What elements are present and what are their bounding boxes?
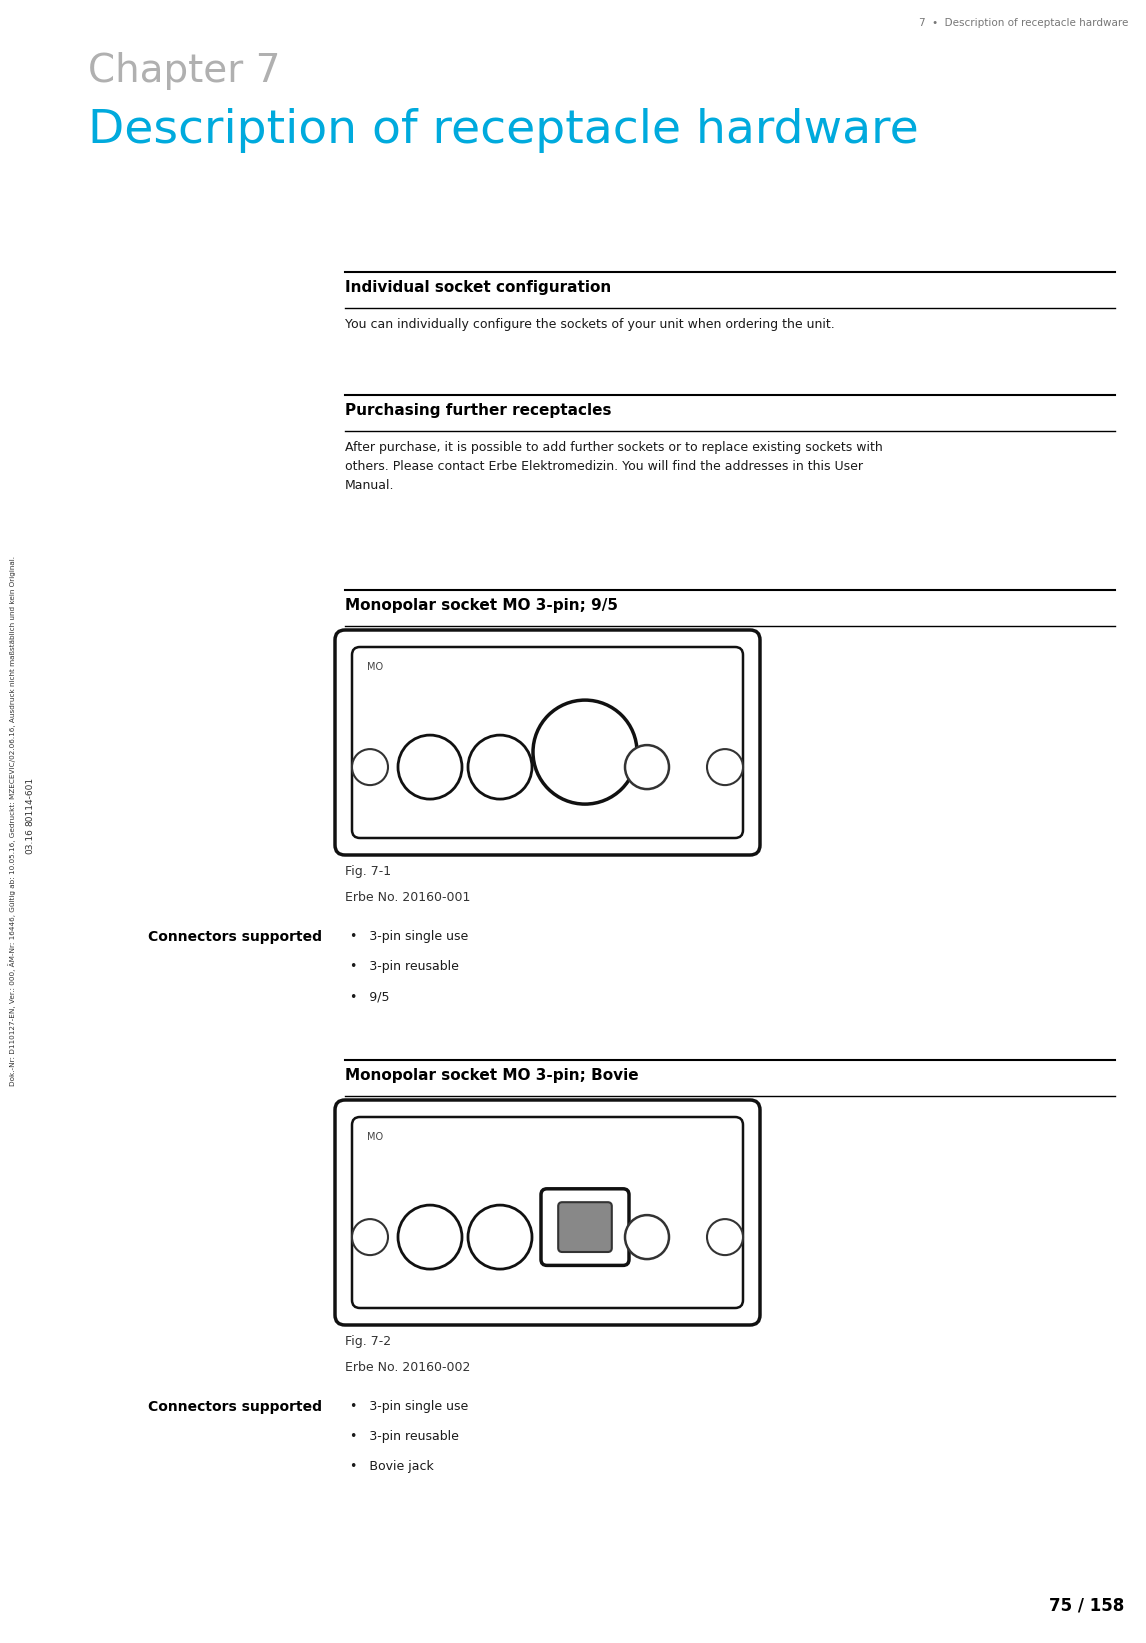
Circle shape (575, 743, 595, 762)
Text: 80114-601: 80114-601 (25, 777, 34, 826)
Circle shape (364, 761, 376, 774)
Text: Fig. 7-2: Fig. 7-2 (345, 1336, 391, 1347)
FancyBboxPatch shape (352, 647, 743, 838)
Circle shape (633, 1222, 661, 1250)
Text: 03.16: 03.16 (25, 828, 34, 854)
Text: Connectors supported: Connectors supported (148, 930, 322, 945)
Circle shape (486, 752, 515, 780)
Circle shape (416, 752, 444, 780)
Circle shape (625, 1216, 669, 1259)
Text: Fig. 7-1: Fig. 7-1 (345, 864, 391, 877)
Text: MO: MO (367, 1132, 383, 1142)
FancyBboxPatch shape (335, 1101, 760, 1324)
Circle shape (398, 1204, 462, 1268)
Circle shape (468, 734, 532, 798)
Text: MO: MO (367, 662, 383, 672)
Circle shape (707, 749, 743, 785)
Circle shape (533, 700, 637, 803)
Circle shape (707, 1219, 743, 1255)
Circle shape (719, 1231, 731, 1244)
Text: Individual socket configuration: Individual socket configuration (345, 279, 611, 296)
Text: •   9/5: • 9/5 (350, 991, 390, 1002)
Text: After purchase, it is possible to add further sockets or to replace existing soc: After purchase, it is possible to add fu… (345, 440, 882, 491)
Circle shape (633, 752, 661, 780)
Circle shape (719, 761, 731, 774)
FancyBboxPatch shape (352, 1117, 743, 1308)
Text: Connectors supported: Connectors supported (148, 1400, 322, 1415)
Circle shape (468, 1204, 532, 1268)
Text: Erbe No. 20160-002: Erbe No. 20160-002 (345, 1360, 470, 1374)
Circle shape (625, 744, 669, 789)
Circle shape (639, 1229, 656, 1245)
Text: Monopolar socket MO 3-pin; 9/5: Monopolar socket MO 3-pin; 9/5 (345, 598, 618, 613)
Circle shape (580, 748, 590, 757)
Text: Chapter 7: Chapter 7 (88, 53, 281, 90)
Circle shape (495, 762, 505, 772)
Circle shape (644, 764, 650, 771)
Circle shape (364, 1231, 376, 1244)
Text: Description of receptacle hardware: Description of receptacle hardware (88, 108, 919, 153)
Text: 75 / 158: 75 / 158 (1049, 1597, 1124, 1615)
Circle shape (425, 1232, 435, 1242)
Text: •   3-pin reusable: • 3-pin reusable (350, 1429, 458, 1443)
Circle shape (425, 762, 435, 772)
Circle shape (644, 1234, 650, 1240)
Text: •   3-pin single use: • 3-pin single use (350, 1400, 469, 1413)
Circle shape (352, 1219, 388, 1255)
Text: Purchasing further receptacles: Purchasing further receptacles (345, 403, 612, 417)
Text: Erbe No. 20160-001: Erbe No. 20160-001 (345, 891, 470, 904)
Circle shape (567, 734, 603, 771)
FancyBboxPatch shape (558, 1203, 612, 1252)
FancyBboxPatch shape (335, 629, 760, 854)
Circle shape (639, 759, 656, 775)
Circle shape (408, 744, 452, 789)
Text: Dok.-Nr: D110127-EN, Ver.: 000, ÄM-Nr: 16446, Gültig ab: 10.05.16, Gedruckt: MZE: Dok.-Nr: D110127-EN, Ver.: 000, ÄM-Nr: 1… (8, 557, 16, 1086)
Text: Monopolar socket MO 3-pin; Bovie: Monopolar socket MO 3-pin; Bovie (345, 1068, 638, 1083)
Text: •   Bovie jack: • Bovie jack (350, 1461, 433, 1474)
Text: You can individually configure the sockets of your unit when ordering the unit.: You can individually configure the socke… (345, 319, 834, 330)
Circle shape (495, 1232, 505, 1242)
Text: •   3-pin reusable: • 3-pin reusable (350, 960, 458, 973)
Circle shape (543, 710, 627, 794)
Circle shape (408, 1216, 452, 1259)
Circle shape (398, 734, 462, 798)
Circle shape (478, 1216, 521, 1259)
Text: 7  •  Description of receptacle hardware: 7 • Description of receptacle hardware (919, 18, 1128, 28)
Text: •   3-pin single use: • 3-pin single use (350, 930, 469, 943)
Circle shape (478, 744, 521, 789)
FancyBboxPatch shape (541, 1190, 629, 1265)
Circle shape (555, 723, 615, 782)
Circle shape (352, 749, 388, 785)
Circle shape (486, 1222, 515, 1250)
Circle shape (416, 1222, 444, 1250)
